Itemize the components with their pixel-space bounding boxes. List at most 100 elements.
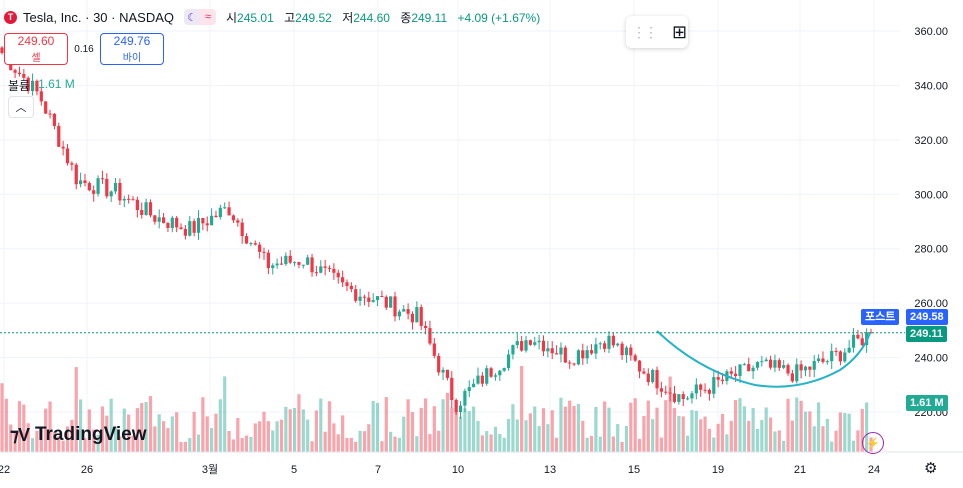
candle-body: [419, 307, 423, 326]
candle-body: [537, 340, 541, 343]
volume-bar: [472, 406, 476, 452]
candle-body: [336, 272, 340, 278]
candle-body: [83, 180, 87, 184]
candle-body: [397, 311, 401, 317]
candle-body: [795, 364, 799, 382]
volume-bar: [668, 376, 672, 452]
volume-bar: [201, 397, 205, 452]
candle-body: [406, 309, 410, 314]
volume-bar: [751, 407, 755, 452]
candle-body: [633, 355, 637, 361]
volume-bar: [782, 440, 786, 452]
time-axis: 22 26 3월 5 7 10 13 15 19 21 24: [0, 451, 963, 476]
volume-bar: [341, 415, 345, 452]
x-tick-label: 24: [868, 464, 880, 476]
moon-icon[interactable]: ☾: [184, 9, 200, 25]
candle-body: [472, 383, 476, 388]
volume-bar: [214, 413, 218, 452]
collapse-legend-button[interactable]: ︿: [8, 96, 34, 118]
volume-bar: [140, 403, 144, 452]
gear-icon[interactable]: ⚙: [924, 460, 938, 477]
candle-body: [183, 228, 188, 236]
volume-bar: [179, 441, 183, 452]
volume-bar: [349, 437, 353, 452]
symbol-title[interactable]: Tesla, Inc. · 30 · NASDAQ: [23, 9, 174, 25]
volume-legend: 볼륨 1.61 M: [8, 77, 75, 94]
volume-bar: [533, 406, 537, 452]
candle-body: [716, 377, 720, 380]
y-tick-label: 260.00: [914, 298, 948, 310]
volume-bar: [437, 430, 441, 452]
volume-bar: [244, 435, 249, 452]
y-tick-label: 240.00: [914, 353, 948, 365]
tradingview-logo[interactable]: ⁊V TradingView: [10, 424, 147, 446]
candle-body: [651, 369, 655, 383]
volume-bar: [773, 431, 777, 452]
candle-body: [699, 384, 703, 390]
candle-body: [825, 361, 829, 363]
volume-bar: [659, 437, 663, 452]
floating-toolbar[interactable]: ⋮⋮ ⊞: [626, 16, 688, 48]
candle-body: [603, 343, 607, 349]
candle-body: [375, 296, 380, 301]
volume-bar: [188, 438, 192, 452]
volume-bar: [397, 437, 401, 452]
volume-bar: [830, 441, 834, 452]
candle-body: [790, 373, 794, 382]
candle-body: [755, 361, 760, 368]
volume-bar: [506, 419, 511, 452]
volume-bar: [520, 366, 524, 452]
volume-bar: [371, 400, 375, 452]
volume-bar: [428, 434, 432, 452]
volume-bar: [271, 430, 275, 452]
volume-bar: [183, 441, 188, 452]
volume-bar: [419, 407, 423, 452]
volume-bar: [118, 436, 122, 452]
chart-grid: [0, 0, 900, 452]
buy-button[interactable]: 249.76 바이: [100, 33, 164, 65]
indicator-pills[interactable]: ☾ ≈: [184, 9, 216, 25]
candle-body: [127, 198, 131, 200]
volume-bar: [319, 398, 323, 452]
candle-body: [113, 183, 118, 192]
candle-body: [506, 354, 511, 369]
sell-button[interactable]: 249.60 셀: [4, 33, 68, 65]
candle-body: [135, 199, 139, 211]
volume-bar: [389, 431, 393, 452]
change-value: +4.09 (+1.67%): [457, 10, 541, 25]
candle-body: [480, 375, 484, 384]
candle-body: [664, 391, 668, 393]
candle-body: [301, 264, 305, 266]
approx-icon[interactable]: ≈: [200, 9, 216, 25]
candle-body: [533, 342, 537, 345]
volume-label: 볼륨: [8, 79, 31, 93]
volume-bar: [777, 430, 781, 452]
x-tick-label: 21: [794, 464, 806, 476]
volume-bar: [26, 423, 30, 452]
candle-body: [157, 217, 161, 222]
volume-bar: [725, 434, 729, 452]
drag-handle-icon[interactable]: ⋮⋮: [632, 23, 658, 40]
post-market-label: 포스트: [861, 309, 900, 325]
volume-bar: [690, 410, 694, 452]
candle-body: [297, 262, 301, 265]
x-tick-label: 13: [544, 464, 556, 476]
candle-body: [380, 296, 384, 298]
volume-bar: [358, 430, 362, 452]
candle-body: [694, 384, 698, 394]
add-widget-icon[interactable]: ⊞: [672, 21, 688, 42]
volume-bar: [384, 397, 388, 452]
candle-body: [354, 289, 358, 301]
volume-bar: [790, 420, 794, 452]
candle-body: [681, 394, 685, 400]
candle-body: [253, 243, 257, 245]
candle-body: [559, 347, 563, 355]
volume-bar: [589, 435, 594, 452]
candle-body: [314, 272, 319, 274]
lightning-icon[interactable]: ⚡: [862, 432, 884, 454]
volume-bar: [74, 367, 78, 452]
volume-bar: [511, 404, 515, 452]
volume-bar: [655, 407, 659, 452]
volume-bar: [598, 436, 602, 452]
